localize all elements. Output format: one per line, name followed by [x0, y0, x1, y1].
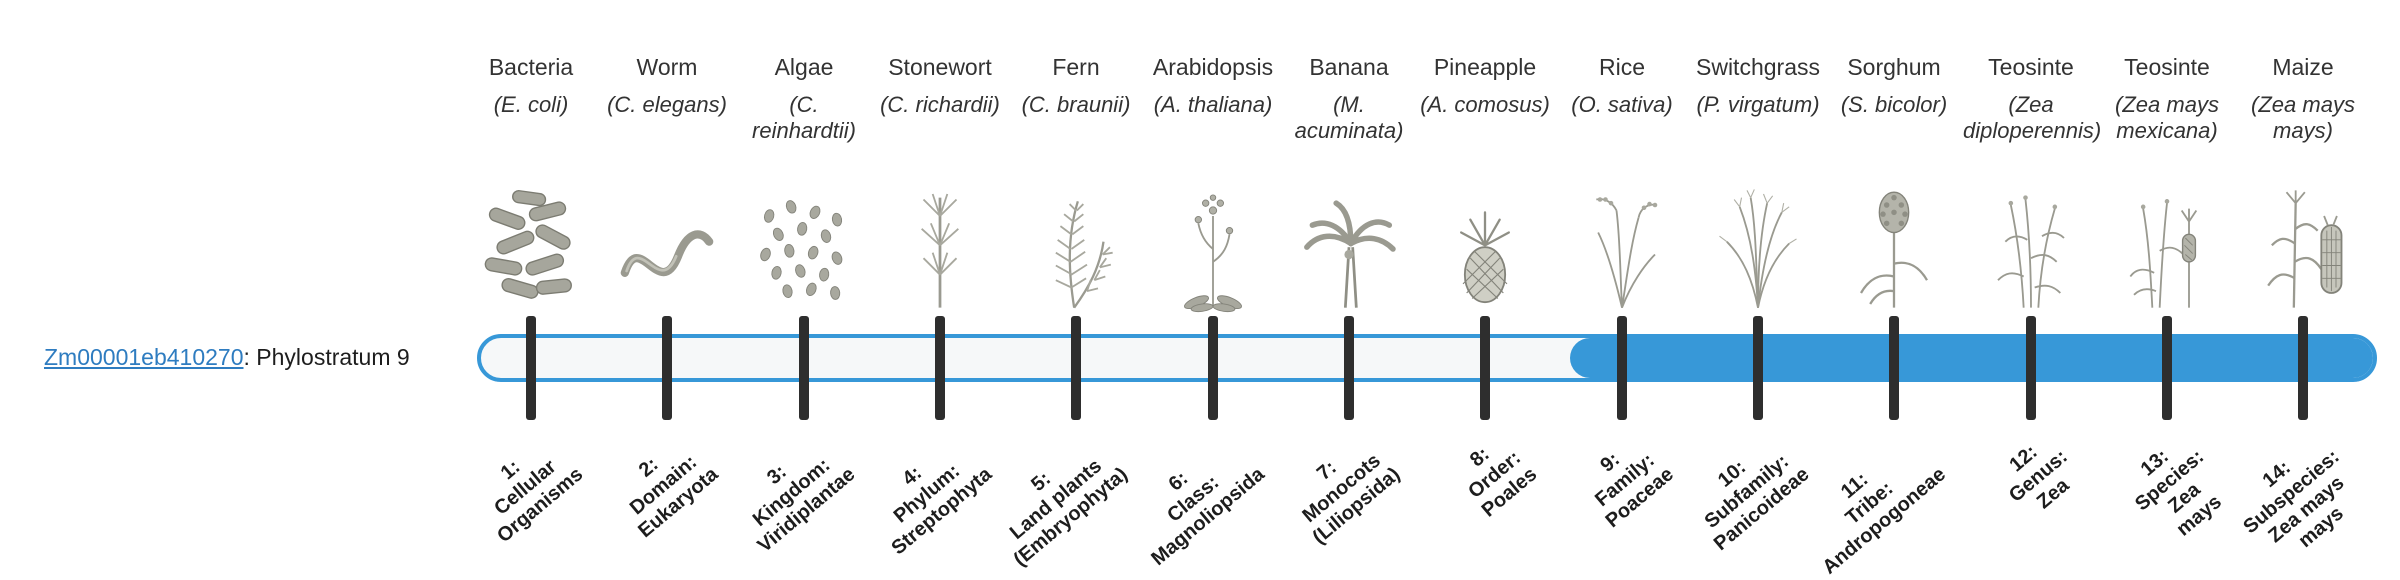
tick-mark	[1208, 316, 1218, 420]
phylostratum-label: 1: Cellular Organisms	[489, 455, 587, 548]
organism-name: Sorghum	[1847, 54, 1941, 80]
switchgrass-icon	[1690, 166, 1826, 314]
organism-scientific-name: (C. richardii)	[880, 92, 1000, 117]
phylostratum-label: 2: Domain: Eukaryota	[626, 450, 723, 543]
teosinte-icon	[2099, 166, 2235, 314]
organism-name: Pineapple	[1433, 54, 1537, 80]
column-switchgrass: Switchgrass (P. virgatum) 10: Subfamily:…	[1690, 0, 1826, 580]
phylostratum-label: 7: Monocots (Liliopsida)	[1298, 449, 1405, 549]
tick-mark	[526, 316, 536, 420]
phylostratum-label: 14: Subspecies: Zea mays mays	[2239, 445, 2349, 553]
banana-icon	[1281, 166, 1417, 314]
tick-mark	[1617, 316, 1627, 420]
column-arabidopsis: Arabidopsis (A. thaliana)	[1145, 0, 1281, 580]
tick-mark	[1753, 316, 1763, 420]
gene-label: Zm00001eb410270: Phylostratum 9	[44, 344, 410, 371]
organism-scientific-name: (M. acuminata)	[1294, 92, 1404, 144]
organism-name: Teosinte	[2124, 54, 2210, 80]
gene-link[interactable]: Zm00001eb410270	[44, 344, 244, 370]
gene-phylostratum-text: : Phylostratum 9	[243, 344, 410, 370]
tick-mark	[1889, 316, 1899, 420]
organism-name: Switchgrass	[1696, 54, 1820, 80]
sorghum-icon	[1826, 166, 1962, 314]
column-bacteria: Bacteria (E. coli) 1: Cellular Organisms	[463, 0, 599, 580]
organism-name: Maize	[2272, 54, 2334, 80]
organism-name: Stonewort	[888, 54, 992, 80]
worm-icon	[599, 166, 735, 314]
column-maize: Maize (Zea mays mays)	[2235, 0, 2371, 580]
column-sorghum: Sorghum (S. bicolor) 11: Tribe: Andropog…	[1818, 0, 1962, 580]
column-fern: Fern (C. braunii) 5: Land plants (Embryo…	[1006, 0, 1144, 580]
column-banana: Banana (M. acuminata) 7: Monocots (Lilio…	[1281, 0, 1417, 580]
phylostratum-label: 4: Phylum: Streptophyta	[887, 459, 996, 560]
organism-name: Banana	[1309, 54, 1389, 80]
organism-scientific-name: (C. reinhardtii)	[752, 92, 856, 144]
organism-scientific-name: (C. braunii)	[1021, 92, 1131, 117]
column-teosinte-diploperennis: Teosinte (Zea diploperennis)	[1963, 0, 2102, 580]
organism-scientific-name: (A. thaliana)	[1153, 92, 1273, 117]
tick-mark	[935, 316, 945, 420]
stonewort-icon	[872, 166, 1008, 314]
maize-icon	[2235, 166, 2371, 314]
algae-icon	[736, 166, 872, 314]
tick-mark	[2162, 316, 2172, 420]
phylostrata-bar	[477, 334, 2377, 382]
column-stonewort: Stonewort (C. richardii) 4: Phylum: Stre…	[872, 0, 1008, 580]
phylostratum-label: 8: Order: Poales	[1463, 443, 1541, 522]
tick-mark	[2026, 316, 2036, 420]
organism-name: Fern	[1052, 54, 1100, 80]
pineapple-icon	[1417, 166, 1553, 314]
organism-scientific-name: (E. coli)	[493, 92, 569, 117]
tick-mark	[1480, 316, 1490, 420]
organism-scientific-name: (P. virgatum)	[1696, 92, 1820, 117]
fern-icon	[1008, 166, 1144, 314]
organism-name: Worm	[636, 54, 698, 80]
tick-mark	[2298, 316, 2308, 420]
phylostratum-label: 12: Genus: Zea	[2004, 440, 2074, 514]
column-teosinte-mexicana: Teosinte (Zea mays mexicana) 13: Species…	[2099, 0, 2235, 580]
tick-mark	[1344, 316, 1354, 420]
organism-scientific-name: (O. sativa)	[1571, 92, 1673, 117]
tick-mark	[799, 316, 809, 420]
organism-scientific-name: (Zea diploperennis)	[1963, 92, 2102, 144]
organism-scientific-name: (A. comosus)	[1420, 92, 1550, 117]
phylostratum-label: 3: Kingdom: Viridiplantae	[749, 454, 860, 558]
rice-icon	[1554, 166, 1690, 314]
teosinte-icon	[1963, 166, 2099, 314]
phylostratum-label: 13: Species: Zea mays	[2130, 445, 2226, 541]
organism-name: Rice	[1598, 54, 1645, 80]
tick-mark	[662, 316, 672, 420]
phylostratum-label: 9: Family: Poaceae	[1590, 448, 1678, 533]
column-rice: Rice (O. sativa) 9: Family: Poaceae	[1554, 0, 1690, 580]
organism-scientific-name: (Zea mays mexicana)	[2115, 92, 2219, 144]
organism-name: Bacteria	[488, 54, 574, 80]
column-worm: Worm (C. elegans) 2: Domain: Eukaryota	[599, 0, 735, 580]
tick-mark	[1071, 316, 1081, 420]
organism-scientific-name: (Zea mays mays)	[2251, 92, 2355, 144]
column-pineapple: Pineapple (A. comosus) 8: Order: Poales	[1417, 0, 1553, 580]
phylostrata-bar-fill	[1570, 338, 2373, 378]
bacteria-icon	[463, 166, 599, 314]
phylostratum-label: 10: Subfamily: Panicoideae	[1700, 450, 1814, 556]
organism-name: Teosinte	[1988, 54, 2074, 80]
arabidopsis-icon	[1145, 166, 1281, 314]
organism-scientific-name: (C. elegans)	[607, 92, 727, 117]
organism-scientific-name: (S. bicolor)	[1840, 92, 1948, 117]
organism-name: Algae	[774, 54, 834, 80]
column-algae: Algae (C. reinhardtii)	[736, 0, 872, 580]
organism-name: Arabidopsis	[1152, 54, 1274, 80]
